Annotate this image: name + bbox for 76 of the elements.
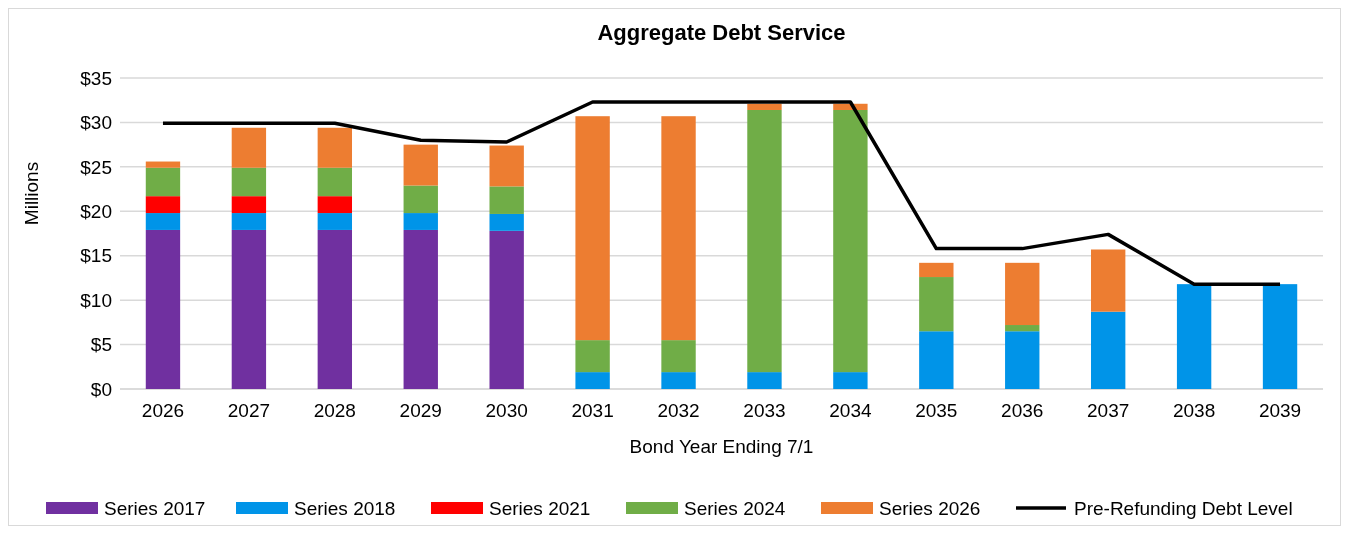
legend-label: Series 2021: [489, 497, 591, 519]
bar: [833, 109, 868, 373]
bar: [1005, 262, 1040, 326]
bar: [231, 213, 267, 230]
bar: [145, 213, 181, 230]
y-tick-label: $20: [80, 200, 112, 222]
y-tick-label: $35: [80, 67, 112, 89]
bar: [747, 109, 782, 373]
legend-label: Series 2018: [294, 497, 396, 519]
y-axis-title: Millions: [21, 161, 42, 226]
y-tick-label: $10: [80, 289, 112, 311]
bar: [489, 230, 524, 389]
y-tick-label: $0: [90, 378, 112, 400]
legend-label: Pre-Refunding Debt Level: [1074, 497, 1293, 519]
bar: [747, 103, 782, 110]
bar: [231, 229, 267, 389]
x-tick-label: 2038: [1172, 400, 1216, 421]
x-axis-title: Bond Year Ending 7/1: [629, 436, 814, 457]
bar: [403, 213, 438, 230]
bar: [1005, 331, 1040, 389]
bar: [919, 277, 954, 332]
bar: [145, 196, 181, 214]
x-tick-label: 2031: [571, 400, 614, 421]
bar: [919, 331, 954, 389]
x-tick-label: 2039: [1258, 400, 1302, 421]
x-tick-label: 2033: [743, 400, 786, 421]
legend-label: Series 2017: [104, 497, 206, 519]
bar: [317, 196, 353, 214]
x-tick-label: 2027: [227, 400, 271, 421]
x-tick-label: 2036: [1001, 400, 1044, 421]
x-tick-label: 2026: [141, 400, 185, 421]
bar: [231, 196, 267, 214]
bar: [575, 116, 610, 341]
bar: [1005, 325, 1040, 332]
bar: [661, 340, 696, 373]
y-tick-label: $30: [80, 112, 112, 134]
bar: [1090, 249, 1126, 312]
bar: [145, 167, 181, 197]
bar: [489, 186, 524, 214]
bar: [317, 127, 353, 168]
bar: [1090, 311, 1126, 389]
bar: [661, 116, 696, 341]
x-tick-label: 2028: [313, 400, 356, 421]
x-tick-label: 2037: [1087, 400, 1130, 421]
x-tick-label: 2029: [399, 400, 442, 421]
bar: [747, 372, 782, 389]
bar: [231, 127, 267, 168]
x-tick-label: 2030: [485, 400, 528, 421]
bar: [1176, 284, 1212, 389]
bar: [661, 372, 696, 389]
bar: [317, 229, 353, 389]
x-tick-label: 2032: [657, 400, 700, 421]
x-tick-label: 2035: [915, 400, 958, 421]
bar: [403, 144, 438, 186]
bar: [317, 213, 353, 230]
bar: [403, 229, 438, 389]
legend-label: Series 2026: [879, 497, 981, 519]
bar: [145, 229, 181, 389]
y-tick-label: $15: [80, 245, 112, 267]
bar: [145, 161, 181, 168]
x-tick-label: 2034: [829, 400, 872, 421]
bar: [231, 167, 267, 197]
bar: [489, 213, 524, 231]
line-series: [161, 100, 1282, 286]
bar: [833, 372, 868, 389]
bar: [403, 185, 438, 214]
bar: [1262, 284, 1298, 389]
y-tick-label: $25: [80, 156, 112, 178]
y-tick-label: $5: [90, 334, 112, 356]
bar: [919, 262, 954, 278]
bar: [575, 340, 610, 373]
bar: [489, 145, 524, 187]
legend-label: Series 2024: [684, 497, 786, 519]
bar: [317, 167, 353, 197]
bar: [575, 372, 610, 389]
chart-title: Aggregate Debt Service: [597, 20, 846, 45]
